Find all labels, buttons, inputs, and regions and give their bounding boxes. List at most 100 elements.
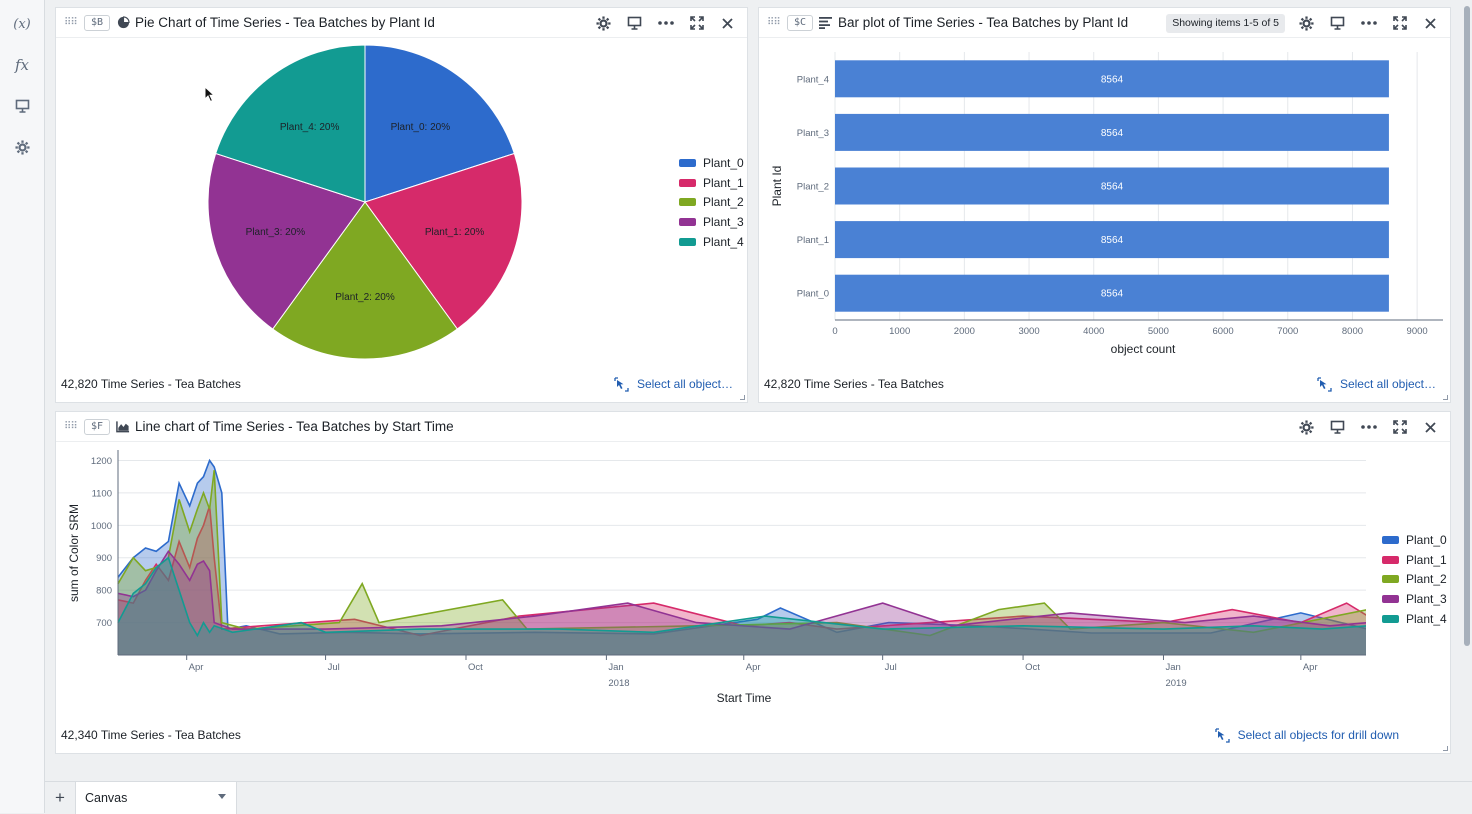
x-tick-label: 7000 xyxy=(1277,326,1298,337)
chevron-down-icon[interactable] xyxy=(218,794,226,799)
pie-slice[interactable] xyxy=(215,44,366,203)
maximize-icon[interactable] xyxy=(681,8,712,38)
x-tick-label: 0 xyxy=(832,326,837,337)
legend-item[interactable]: Plant_1 xyxy=(1382,550,1447,570)
legend-item[interactable]: Plant_3 xyxy=(679,212,744,232)
panel-title: Pie Chart of Time Series - Tea Batches b… xyxy=(135,15,435,30)
bar-value-label: 8564 xyxy=(1101,182,1124,193)
variables-button[interactable]: (x) xyxy=(13,16,31,32)
object-count: 42,820 Time Series - Tea Batches xyxy=(764,377,944,391)
select-all-objects-link[interactable]: Select all object… xyxy=(614,366,733,402)
legend-item[interactable]: Plant_2 xyxy=(679,192,744,212)
legend-label: Plant_2 xyxy=(703,195,744,210)
slice-label: Plant_1: 20% xyxy=(425,227,485,238)
resize-handle-icon[interactable] xyxy=(1443,746,1448,751)
bar[interactable] xyxy=(835,274,1389,312)
x-axis-label: object count xyxy=(1111,342,1176,356)
more-options-icon[interactable] xyxy=(650,8,681,38)
legend-item[interactable]: Plant_2 xyxy=(1382,569,1447,589)
x-tick-label: Apr xyxy=(189,662,204,673)
x-tick-label: 8000 xyxy=(1342,326,1363,337)
bar[interactable] xyxy=(835,60,1389,98)
panel-title: Line chart of Time Series - Tea Batches … xyxy=(135,419,454,434)
pie-slice[interactable] xyxy=(272,201,458,360)
legend-swatch xyxy=(679,158,696,167)
resize-handle-icon[interactable] xyxy=(740,395,745,400)
drag-handle-icon[interactable]: ⠿⠿ xyxy=(767,17,781,28)
maximize-icon[interactable] xyxy=(1384,412,1415,442)
presentation-icon[interactable] xyxy=(1322,412,1353,442)
legend-item[interactable]: Plant_4 xyxy=(679,232,744,252)
variable-tag: $C xyxy=(787,14,814,31)
pie-slice[interactable] xyxy=(364,152,523,330)
close-icon[interactable] xyxy=(1415,412,1446,442)
settings-gear-icon[interactable] xyxy=(588,8,619,38)
panel-header: ⠿⠿ $B Pie Chart of Time Series - Tea Bat… xyxy=(56,8,747,38)
legend-label: Plant_1 xyxy=(703,175,744,190)
canvas-tab[interactable]: Canvas xyxy=(75,782,237,814)
settings-gear-icon[interactable] xyxy=(1291,8,1322,38)
settings-gear-icon[interactable] xyxy=(1291,412,1322,442)
legend-label: Plant_3 xyxy=(703,214,744,229)
line-legend: Plant_0 Plant_1 Plant_2 Plant_3 Plant_4 xyxy=(1382,530,1447,628)
bar[interactable] xyxy=(835,221,1389,259)
bar-value-label: 8564 xyxy=(1101,74,1124,85)
resize-handle-icon[interactable] xyxy=(1443,395,1448,400)
pie-slice[interactable] xyxy=(207,152,366,330)
area-series[interactable] xyxy=(117,556,1366,655)
pie-slice[interactable] xyxy=(364,44,515,203)
bar[interactable] xyxy=(835,167,1389,205)
select-all-objects-link[interactable]: Select all objects for drill down xyxy=(1214,717,1399,753)
y-axis-label: sum of Color SRM xyxy=(67,504,81,602)
add-canvas-button[interactable]: + xyxy=(55,788,65,807)
variable-tag: $F xyxy=(84,418,111,435)
bar-chart-panel: ⠿⠿ $C Bar plot of Time Series - Tea Batc… xyxy=(758,7,1451,403)
presentation-icon[interactable] xyxy=(1322,8,1353,38)
pie-chart-icon xyxy=(116,16,130,30)
x-tick-label: Jan xyxy=(608,662,623,673)
maximize-icon[interactable] xyxy=(1384,8,1415,38)
object-count: 42,340 Time Series - Tea Batches xyxy=(61,728,241,742)
x-tick-label: Oct xyxy=(468,662,483,673)
legend-item[interactable]: Plant_3 xyxy=(1382,589,1447,609)
page-scrollbar[interactable] xyxy=(1462,0,1472,650)
more-options-icon[interactable] xyxy=(1353,8,1384,38)
x-tick-year-label: 2018 xyxy=(608,678,629,689)
panel-footer: 42,820 Time Series - Tea Batches Select … xyxy=(56,366,747,402)
x-tick-label: 6000 xyxy=(1213,326,1234,337)
legend-label: Plant_2 xyxy=(1406,572,1447,587)
close-icon[interactable] xyxy=(712,8,743,38)
legend-item[interactable]: Plant_4 xyxy=(1382,609,1447,629)
cursor-select-icon xyxy=(614,376,629,392)
header-tools xyxy=(1291,412,1446,442)
legend-item[interactable]: Plant_0 xyxy=(1382,530,1447,550)
drag-handle-icon[interactable]: ⠿⠿ xyxy=(64,421,78,432)
close-icon[interactable] xyxy=(1415,8,1446,38)
legend-item[interactable]: Plant_0 xyxy=(679,153,744,173)
x-tick-label: 1000 xyxy=(889,326,910,337)
scrollbar-thumb[interactable] xyxy=(1464,6,1470,646)
more-options-icon[interactable] xyxy=(1353,412,1384,442)
legend-label: Plant_0 xyxy=(1406,532,1447,547)
y-tick-label: Plant_1 xyxy=(797,235,829,246)
object-count: 42,820 Time Series - Tea Batches xyxy=(61,377,241,391)
line-chart-panel: ⠿⠿ $F Line chart of Time Series - Tea Ba… xyxy=(55,411,1451,754)
legend-item[interactable]: Plant_1 xyxy=(679,173,744,193)
area-series[interactable] xyxy=(117,470,1366,655)
legend-swatch xyxy=(679,217,696,226)
select-all-objects-link[interactable]: Select all object… xyxy=(1317,366,1436,402)
canvas-tab-bar: + Canvas xyxy=(45,781,1472,814)
slice-label: Plant_0: 20% xyxy=(391,122,451,133)
canvas-tab-label: Canvas xyxy=(85,791,128,805)
gear-icon[interactable] xyxy=(8,133,36,161)
cursor-select-icon xyxy=(1317,376,1332,392)
functions-button[interactable]: fx xyxy=(14,56,29,74)
presentation-icon[interactable] xyxy=(619,8,650,38)
area-chart-icon xyxy=(116,420,130,434)
drag-handle-icon[interactable]: ⠿⠿ xyxy=(64,17,78,28)
bar[interactable] xyxy=(835,113,1389,151)
legend-label: Plant_0 xyxy=(703,155,744,170)
presentation-icon[interactable] xyxy=(8,92,36,120)
panel-footer: 42,340 Time Series - Tea Batches Select … xyxy=(56,717,1450,753)
slice-label: Plant_2: 20% xyxy=(335,292,395,303)
